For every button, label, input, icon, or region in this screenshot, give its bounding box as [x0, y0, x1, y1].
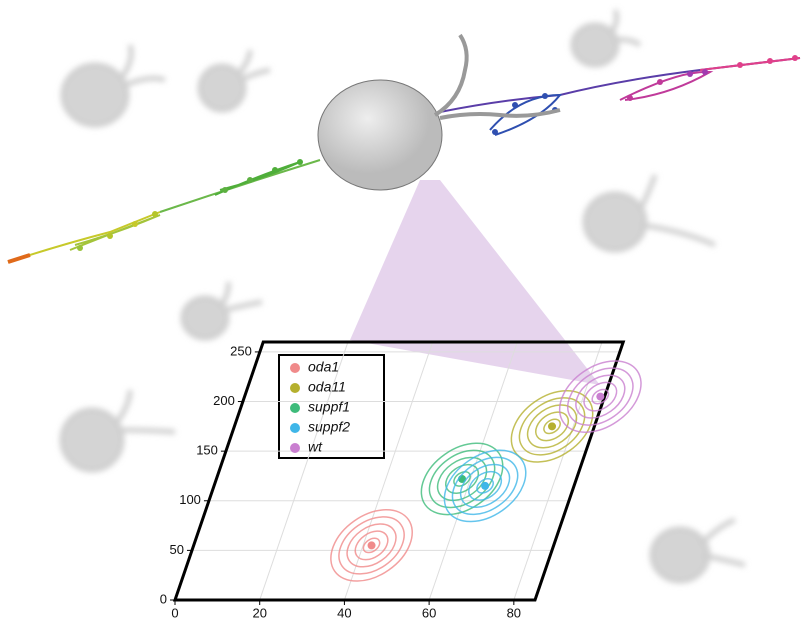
legend-label: oda1	[308, 359, 339, 375]
x-tick-label: 60	[422, 605, 436, 620]
legend-swatch	[290, 383, 300, 393]
plot: 0 50 100 150 200 250 0 20 40 60 80 oda1 oda11 suppf1 s…	[160, 342, 655, 620]
x-tick-label: 40	[337, 605, 351, 620]
x-tick-label: 80	[507, 605, 521, 620]
x-tick-label: 20	[252, 605, 266, 620]
legend-swatch	[290, 423, 300, 433]
cluster-center	[548, 422, 556, 430]
y-tick-label: 0	[160, 591, 167, 606]
legend-label: wt	[308, 439, 323, 455]
y-tick-label: 50	[169, 542, 183, 557]
x-tick-label: 0	[171, 605, 178, 620]
legend-swatch	[290, 443, 300, 453]
cluster-center	[481, 482, 489, 490]
legend-label: oda11	[308, 379, 346, 395]
y-tick-label: 200	[213, 393, 235, 408]
legend-label: suppf2	[308, 419, 350, 435]
y-tick-label: 250	[230, 343, 252, 358]
figure: 0 50 100 150 200 250 0 20 40 60 80 oda1 oda11 suppf1 s…	[0, 0, 806, 623]
cluster-center	[596, 393, 604, 401]
legend-swatch	[290, 403, 300, 413]
cluster-center	[368, 541, 376, 549]
central-cell	[318, 35, 600, 385]
y-tick-label: 150	[196, 443, 218, 458]
grid-line	[514, 342, 602, 600]
legend-label: suppf1	[308, 399, 350, 415]
legend-swatch	[290, 363, 300, 373]
grid-line	[429, 342, 517, 600]
y-tick-label: 100	[179, 492, 201, 507]
